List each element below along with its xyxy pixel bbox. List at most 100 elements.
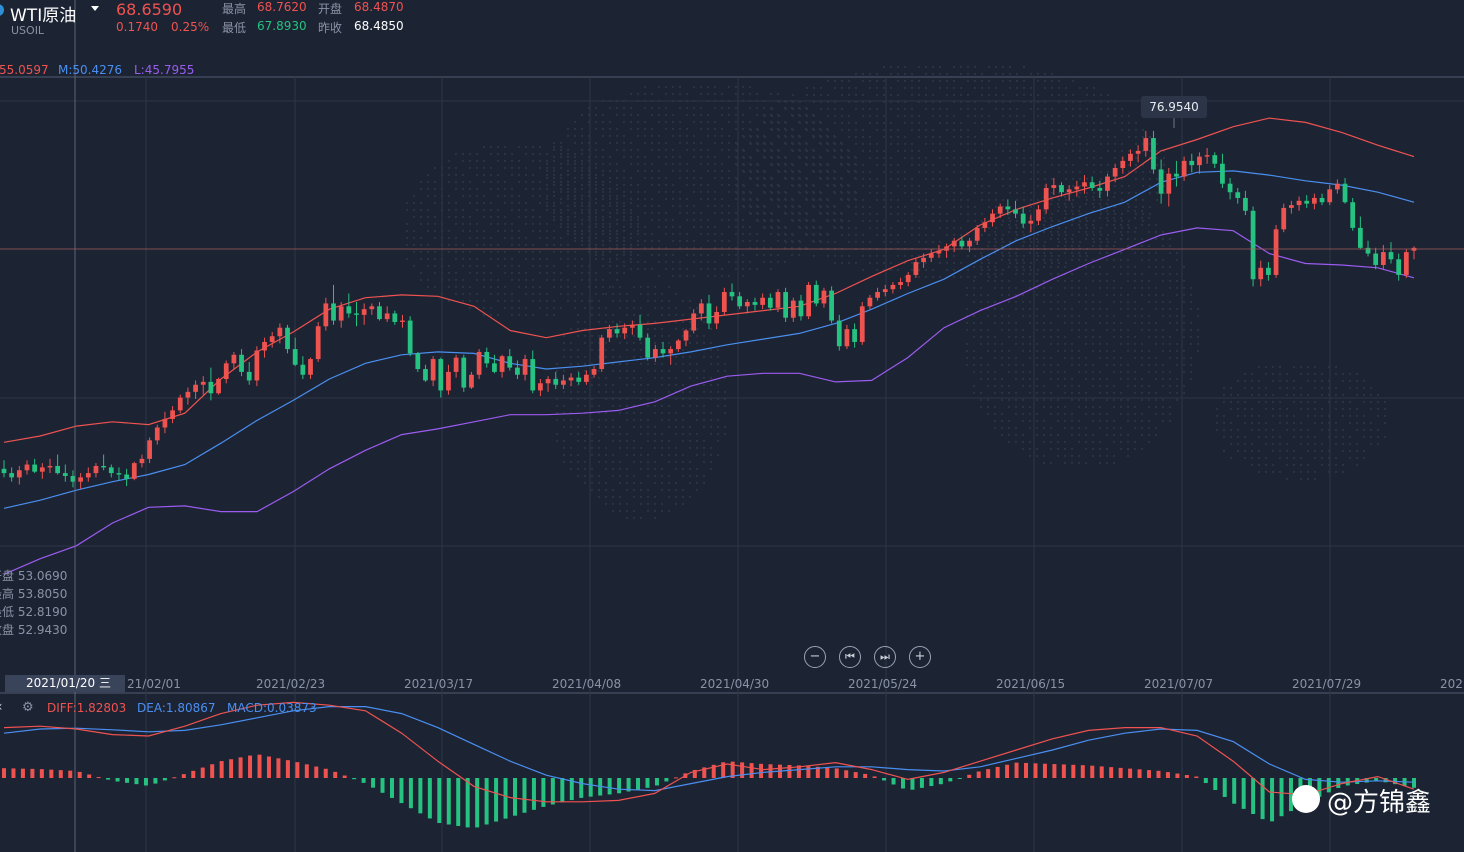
macd-bar xyxy=(1014,762,1019,778)
macd-bar xyxy=(20,768,25,778)
hover-date: 2021/01/20 三 xyxy=(5,675,125,692)
hover-close: 收盘 52.9430 xyxy=(0,623,68,637)
macd-bar xyxy=(153,778,158,784)
candle xyxy=(951,237,957,253)
macd-bar xyxy=(654,778,659,786)
symbol-dropdown-icon[interactable] xyxy=(91,6,99,11)
macd-bar xyxy=(1364,778,1369,783)
macd-bar xyxy=(1024,762,1029,778)
candle xyxy=(982,217,988,233)
collapse-icon[interactable]: ‹ xyxy=(0,699,3,715)
candle xyxy=(936,244,942,258)
candle xyxy=(1342,177,1348,204)
candle xyxy=(139,454,145,468)
candle xyxy=(430,356,436,387)
x-tick-label: 2021/04/08 xyxy=(552,677,622,691)
candle xyxy=(484,347,490,368)
candle xyxy=(108,464,114,478)
macd-bar xyxy=(1061,764,1066,778)
macd-bar xyxy=(1288,778,1293,812)
candle xyxy=(239,349,244,377)
macd-bar xyxy=(238,757,243,778)
candle xyxy=(1120,156,1126,174)
symbol-title[interactable]: WTI原油 xyxy=(10,6,77,26)
macd-bar xyxy=(541,778,546,807)
candle xyxy=(1005,199,1011,216)
macd-bar xyxy=(1042,763,1047,778)
candle xyxy=(1051,177,1057,196)
macd-bar xyxy=(1194,776,1199,778)
zoom-out-button[interactable]: − xyxy=(804,646,826,668)
macd-bar xyxy=(1109,767,1114,778)
macd-bar xyxy=(30,768,35,778)
macd-bar xyxy=(730,761,735,778)
candle xyxy=(798,294,804,321)
macd-bar xyxy=(1317,778,1322,797)
candle xyxy=(1036,205,1041,226)
macd-bar xyxy=(465,778,470,828)
candle xyxy=(469,371,474,389)
macd-bar xyxy=(522,778,527,813)
candle xyxy=(1059,182,1064,197)
candle xyxy=(568,373,574,387)
macd-bar xyxy=(938,778,943,785)
candle xyxy=(101,454,106,471)
price-change: 0.1740 xyxy=(116,20,158,34)
candle xyxy=(1197,152,1202,174)
macd-dea-value: DEA:1.80867 xyxy=(137,701,216,715)
candle xyxy=(1304,195,1310,208)
macd-bar xyxy=(200,767,205,778)
world-map-background xyxy=(405,65,1387,520)
macd-bar xyxy=(2,768,6,778)
candle xyxy=(706,294,712,330)
macd-bar xyxy=(579,778,584,798)
macd-bar xyxy=(796,765,801,778)
macd-bar xyxy=(304,764,309,778)
candle xyxy=(254,346,260,387)
macd-bar xyxy=(181,774,186,778)
chart-grid xyxy=(0,76,1464,852)
macd-bar xyxy=(418,778,423,814)
candle xyxy=(836,314,842,351)
candle xyxy=(515,360,520,380)
candle xyxy=(1296,196,1302,211)
scroll-start-button[interactable]: ⏮ xyxy=(839,646,861,668)
candle xyxy=(507,349,513,371)
macd-bar xyxy=(721,762,726,778)
macd-bar xyxy=(1052,764,1057,778)
macd-bar xyxy=(399,778,404,804)
candle xyxy=(177,394,183,414)
candle xyxy=(32,458,38,474)
candle xyxy=(162,411,168,434)
candle xyxy=(905,272,911,287)
candle xyxy=(1181,156,1187,181)
hover-high: 最高 53.8050 xyxy=(0,587,68,601)
candle xyxy=(338,302,344,328)
candle xyxy=(1319,193,1325,206)
macd-bar xyxy=(295,762,300,778)
scroll-end-button[interactable]: ⏭ xyxy=(874,646,896,668)
macd-bar xyxy=(948,778,953,782)
candle xyxy=(867,294,873,310)
candle xyxy=(1243,190,1248,216)
candle xyxy=(70,470,76,488)
candle xyxy=(1357,216,1363,250)
macd-bar xyxy=(494,778,499,822)
macd-bar xyxy=(1156,770,1161,778)
macd-bar xyxy=(1080,765,1085,778)
candle xyxy=(790,297,796,322)
macd-bar xyxy=(1099,766,1104,778)
candle xyxy=(39,463,45,479)
candle xyxy=(361,303,367,325)
settings-gear-icon[interactable]: ⚙ xyxy=(22,700,34,715)
candle xyxy=(55,454,61,475)
zoom-in-button[interactable]: + xyxy=(909,646,931,668)
candle xyxy=(461,354,467,392)
candle xyxy=(208,367,214,401)
candle xyxy=(990,209,995,227)
candle xyxy=(1235,187,1241,204)
candle xyxy=(78,473,84,489)
macd-bar xyxy=(787,765,792,778)
candle xyxy=(576,371,582,385)
